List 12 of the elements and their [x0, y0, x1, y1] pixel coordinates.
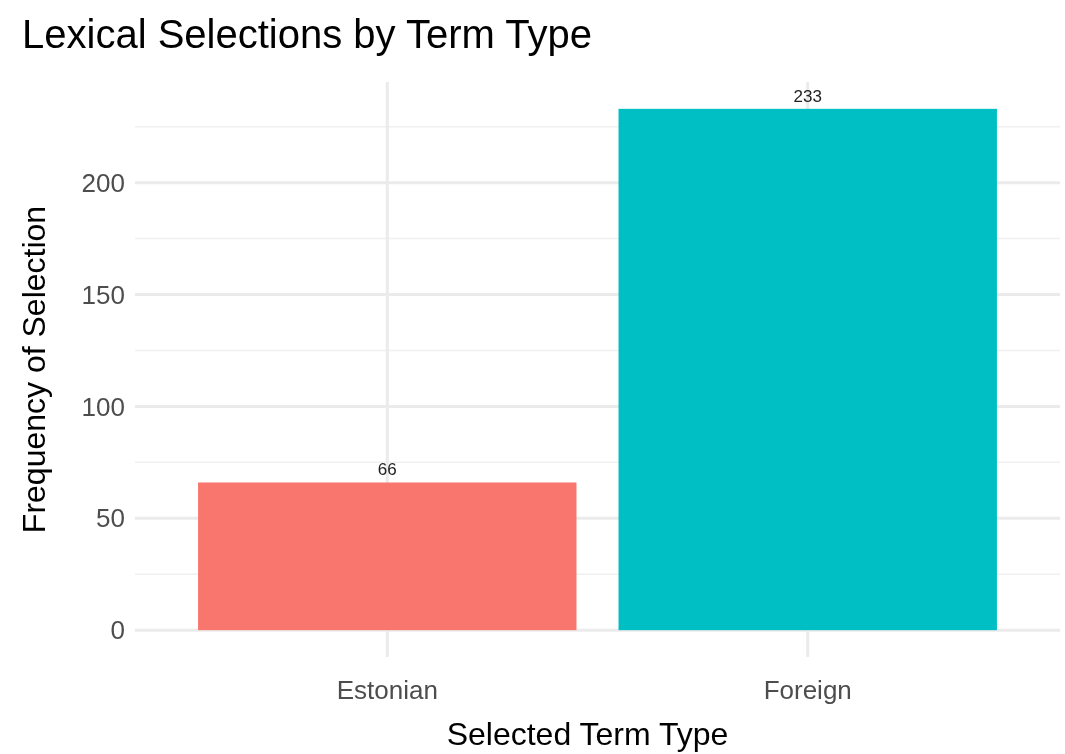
x-tick-label: Estonian [336, 675, 438, 705]
y-tick-label: 150 [81, 279, 125, 310]
y-tick-label: 50 [96, 503, 125, 534]
chart-title: Lexical Selections by Term Type [22, 12, 592, 56]
data-label: 66 [377, 460, 397, 480]
x-tick-label: Foreign [763, 675, 852, 705]
y-axis-title: Frequency of Selection [16, 205, 52, 534]
data-label: 233 [793, 86, 822, 106]
y-tick-label: 200 [81, 167, 125, 198]
y-tick-label: 100 [81, 391, 125, 422]
y-tick-label: 0 [110, 615, 125, 646]
x-axis-title: Selected Term Type [446, 716, 729, 752]
